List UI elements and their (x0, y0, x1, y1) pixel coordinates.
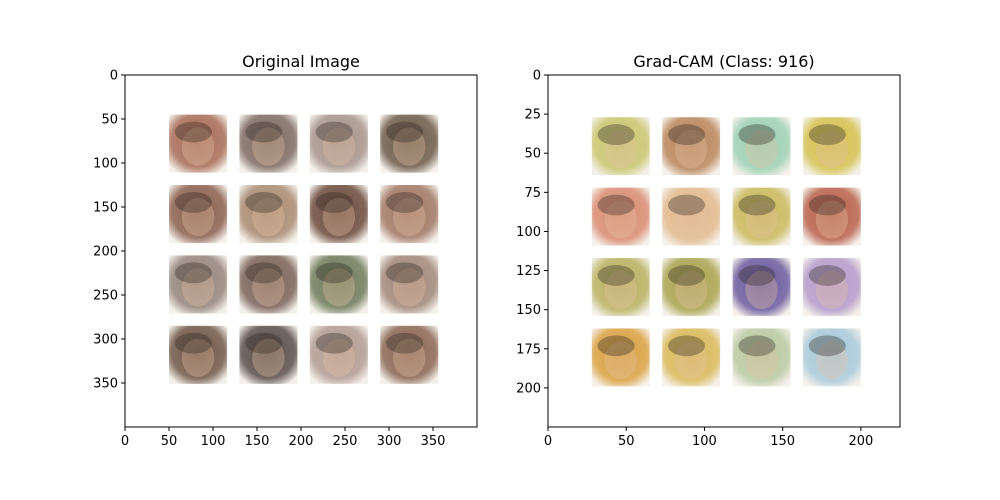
original-image-y-tick-label: 250 (93, 289, 118, 304)
grad-cam-x-tick-label: 50 (618, 434, 635, 449)
original-image-x-tick-label: 150 (245, 434, 270, 449)
original-image-tiles (169, 114, 439, 384)
original-image-x-axis: 0 50 100 150 200 250 300 350 (121, 427, 446, 449)
original-image-x-tick-label: 0 (121, 434, 129, 449)
original-image-tile (380, 255, 439, 314)
original-image-title: Original Image (242, 52, 360, 71)
grad-cam-y-tick-label: 25 (524, 108, 541, 123)
original-image-x-tick-label: 300 (377, 434, 402, 449)
grad-cam-y-tick-label: 200 (516, 381, 541, 396)
grad-cam-tile (803, 258, 861, 316)
original-image-x-tick-label: 50 (161, 434, 178, 449)
original-image-x-tick-label: 200 (289, 434, 314, 449)
original-image-x-tick-label: 250 (333, 434, 358, 449)
grad-cam-y-tick-label: 100 (516, 225, 541, 240)
grad-cam-tile (803, 187, 861, 246)
original-image-tile (239, 114, 298, 173)
grad-cam-y-tick-label: 150 (516, 303, 541, 318)
original-image-tile (309, 325, 368, 384)
original-image-y-tick-label: 150 (93, 201, 118, 216)
original-image-tile (309, 185, 368, 244)
grad-cam-tile (732, 258, 791, 316)
grad-cam-tile (591, 258, 650, 316)
grad-cam-y-tick-label: 175 (516, 342, 541, 357)
original-image-y-tick-label: 100 (93, 157, 118, 172)
grad-cam-y-axis: 0 25 50 75 100 125 150 175 200 (516, 69, 548, 396)
original-image-tile (169, 185, 228, 244)
grad-cam-tile (591, 117, 650, 176)
original-image-tile (239, 255, 298, 314)
original-image-x-tick-label: 100 (201, 434, 226, 449)
grad-cam-tile (662, 187, 721, 246)
grad-cam-x-tick-label: 150 (770, 434, 795, 449)
grad-cam-y-tick-label: 125 (516, 264, 541, 279)
grad-cam-axes-frame (547, 74, 901, 428)
original-image-panel: Original Image 0 50 100 150 200 250 300 350 0 50… (93, 52, 478, 449)
original-image-tile (169, 255, 228, 314)
grad-cam-tile (591, 328, 650, 387)
grad-cam-x-tick-label: 0 (544, 434, 552, 449)
original-image-tile (169, 325, 228, 384)
original-image-tile (169, 114, 228, 173)
grad-cam-y-tick-label: 0 (533, 69, 541, 84)
original-image-tile (380, 114, 439, 173)
grad-cam-tile (662, 117, 721, 176)
original-image-y-axis: 0 50 100 150 200 250 300 350 (93, 69, 125, 392)
grad-cam-panel: Grad-CAM (Class: 916) 0 50 100 150 200 0 25 50… (516, 52, 901, 449)
grad-cam-x-tick-label: 100 (692, 434, 717, 449)
grad-cam-tiles (591, 117, 861, 387)
grad-cam-tile (591, 187, 650, 246)
grad-cam-tile (732, 187, 791, 246)
grad-cam-tile (732, 328, 791, 387)
original-image-tile (239, 325, 298, 384)
original-image-tile (309, 255, 368, 314)
grad-cam-tile (732, 117, 791, 176)
grad-cam-tile (803, 328, 861, 387)
grad-cam-x-axis: 0 50 100 150 200 (544, 427, 873, 449)
grad-cam-y-tick-label: 75 (524, 186, 541, 201)
grad-cam-tile (662, 258, 721, 316)
original-image-tile (309, 114, 368, 173)
grad-cam-x-tick-label: 200 (848, 434, 873, 449)
grad-cam-tile (803, 117, 861, 176)
original-image-tile (239, 185, 298, 244)
grad-cam-tile (662, 328, 721, 387)
original-image-y-tick-label: 0 (110, 69, 118, 84)
grad-cam-y-tick-label: 50 (524, 147, 541, 162)
grad-cam-title: Grad-CAM (Class: 916) (633, 52, 814, 71)
original-image-y-tick-label: 50 (101, 113, 118, 128)
original-image-tile (380, 185, 439, 244)
original-image-tile (380, 325, 439, 384)
original-image-y-tick-label: 200 (93, 245, 118, 260)
original-image-y-tick-label: 350 (93, 377, 118, 392)
original-image-y-tick-label: 300 (93, 333, 118, 348)
original-image-x-tick-label: 350 (421, 434, 446, 449)
